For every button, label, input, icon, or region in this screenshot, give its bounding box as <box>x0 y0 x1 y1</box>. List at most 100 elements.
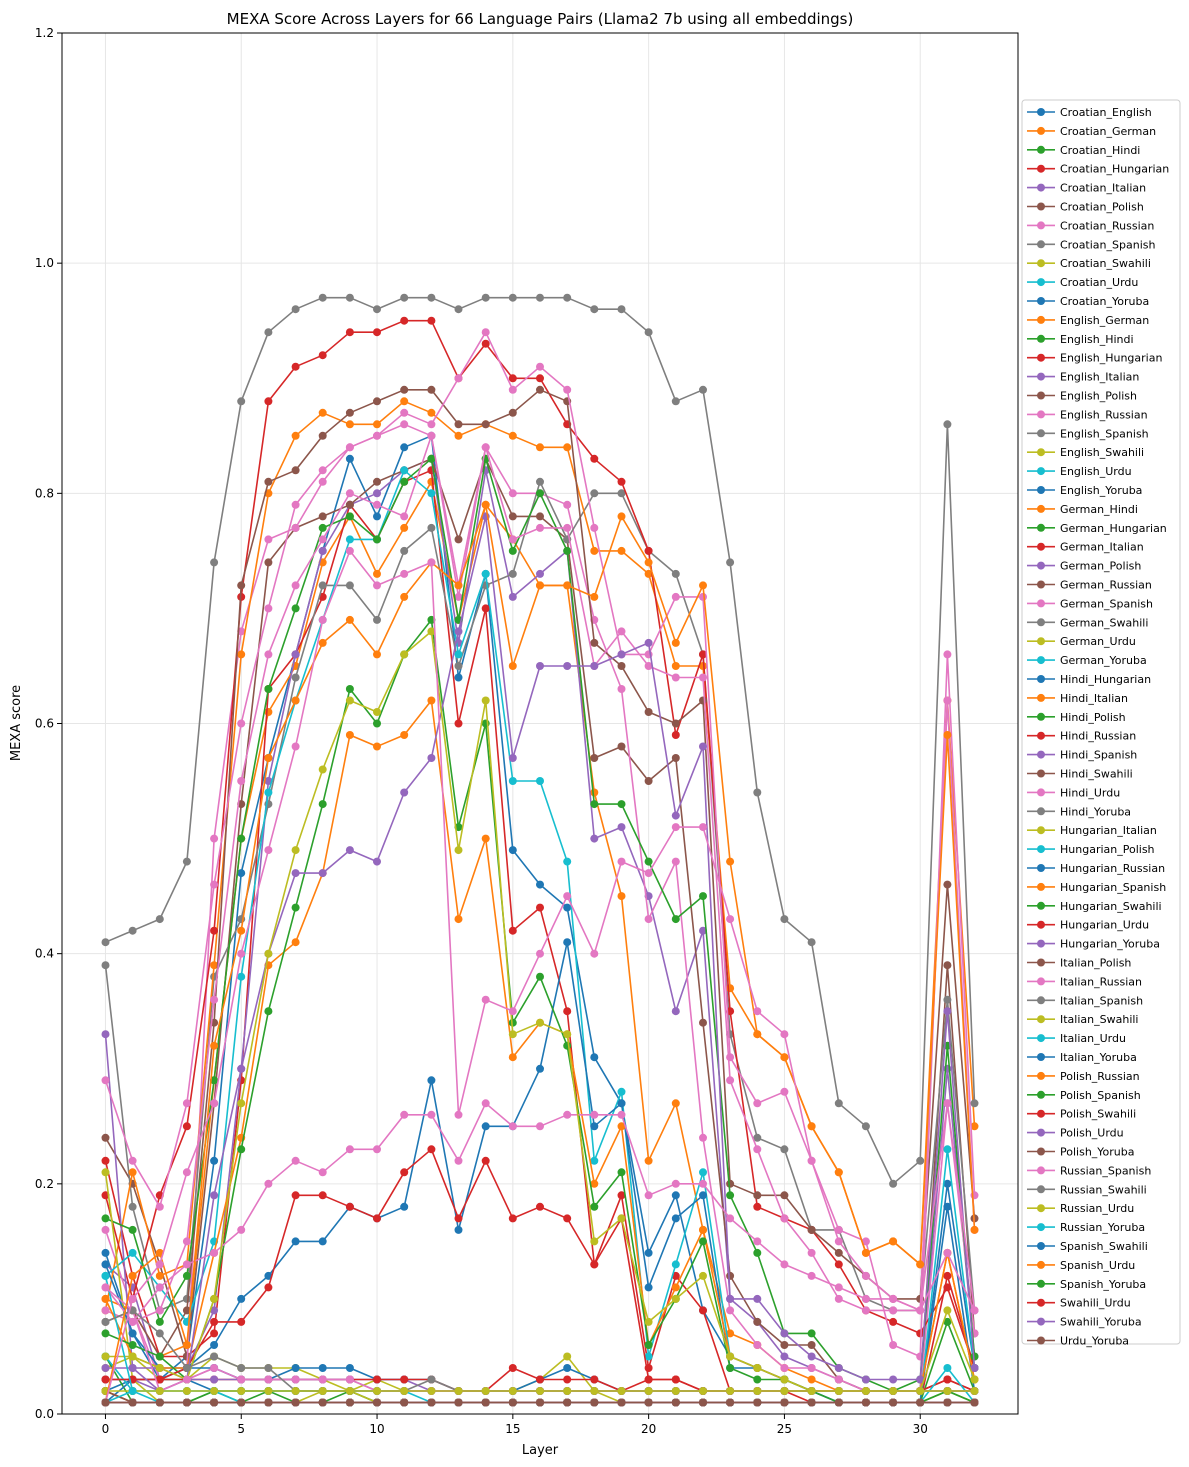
data-point <box>590 638 599 647</box>
data-point <box>861 1122 870 1131</box>
data-point <box>563 662 572 670</box>
data-point <box>617 857 626 866</box>
data-point <box>508 1387 517 1395</box>
data-point <box>753 1099 762 1108</box>
legend-label: Hindi_Yoruba <box>1060 805 1131 818</box>
data-point <box>671 1179 680 1188</box>
data-point <box>400 443 409 452</box>
legend-entry: Swahili_Urdu <box>1027 1297 1131 1310</box>
data-point <box>590 1053 599 1062</box>
legend-label: Croatian_English <box>1060 106 1152 119</box>
data-point <box>536 777 544 785</box>
legend-label: Croatian_Yoruba <box>1060 295 1149 308</box>
data-point <box>508 1030 517 1039</box>
data-point <box>182 1260 191 1269</box>
data-point <box>373 708 381 716</box>
data-point <box>481 1122 490 1131</box>
data-point <box>182 1271 191 1280</box>
data-point <box>671 731 680 739</box>
data-point <box>400 385 409 394</box>
data-point <box>943 1387 952 1395</box>
data-point <box>454 431 463 440</box>
data-point <box>237 1294 246 1303</box>
data-point <box>427 420 436 429</box>
data-point <box>481 339 490 348</box>
legend-entry: Croatian_Hungarian <box>1027 163 1169 176</box>
data-point <box>400 1387 409 1395</box>
legend-label: English_Spanish <box>1060 427 1149 440</box>
data-point <box>590 1110 599 1119</box>
data-point <box>617 823 626 832</box>
data-point <box>590 305 599 314</box>
data-point <box>590 800 599 809</box>
data-point <box>264 1387 273 1395</box>
data-point <box>400 293 409 302</box>
data-point <box>671 1099 680 1108</box>
legend-label: Hindi_Polish <box>1060 711 1126 724</box>
data-point <box>726 1306 735 1315</box>
data-point <box>617 1087 626 1096</box>
data-point <box>508 408 517 417</box>
legend-entry: Croatian_Hindi <box>1027 144 1140 157</box>
data-point <box>264 558 273 567</box>
data-point <box>318 1168 327 1177</box>
data-point <box>508 777 517 785</box>
data-point <box>427 1398 436 1407</box>
data-point <box>617 1398 626 1407</box>
legend-marker <box>1037 1147 1045 1156</box>
data-point <box>699 662 707 670</box>
data-point <box>400 523 409 532</box>
data-point <box>508 1007 517 1016</box>
legend-entry: Russian_Swahili <box>1027 1183 1147 1196</box>
legend-entry: Italian_Yoruba <box>1027 1051 1137 1064</box>
x-tick-label: 10 <box>369 1422 384 1436</box>
data-point <box>454 1225 463 1234</box>
data-point <box>617 685 626 693</box>
data-point <box>210 834 219 843</box>
data-point <box>128 1294 137 1303</box>
data-point <box>644 777 653 785</box>
data-point <box>155 1352 164 1361</box>
legend-label: Polish_Spanish <box>1060 1089 1141 1102</box>
legend-label: Croatian_Hindi <box>1060 144 1140 157</box>
data-point <box>753 1387 762 1395</box>
data-point <box>671 1007 680 1016</box>
data-point <box>699 1225 707 1234</box>
data-point <box>536 374 544 383</box>
legend-label: Polish_Yoruba <box>1060 1146 1135 1159</box>
data-point <box>536 1064 544 1073</box>
data-point <box>861 1237 870 1246</box>
legend-label: Urdu_Yoruba <box>1060 1335 1129 1348</box>
data-point <box>318 512 327 521</box>
legend-label: Hungarian_Swahili <box>1060 900 1162 913</box>
data-point <box>264 535 273 544</box>
data-point <box>943 1099 952 1108</box>
data-point <box>889 1375 898 1384</box>
data-point <box>644 915 653 924</box>
data-point <box>345 685 354 693</box>
data-point <box>400 1202 409 1211</box>
data-point <box>454 662 463 670</box>
data-point <box>563 892 572 901</box>
data-point <box>970 1375 979 1384</box>
data-point <box>671 1398 680 1407</box>
data-point <box>318 546 327 555</box>
data-point <box>128 1225 137 1234</box>
legend-entry: Polish_Russian <box>1027 1070 1140 1083</box>
data-point <box>699 1168 707 1177</box>
data-point <box>726 1294 735 1303</box>
data-point <box>318 466 327 475</box>
data-point <box>427 627 436 636</box>
data-point <box>699 673 707 682</box>
data-point <box>943 696 952 705</box>
data-point <box>264 708 273 716</box>
data-point <box>699 1271 707 1280</box>
legend-entry: Croatian_Urdu <box>1027 276 1138 289</box>
legend-entry: Hungarian_Urdu <box>1027 919 1149 932</box>
data-point <box>671 1283 680 1292</box>
legend-marker <box>1037 1053 1045 1061</box>
data-point <box>889 1341 898 1349</box>
data-point <box>101 1076 110 1085</box>
data-point <box>182 1306 191 1315</box>
data-point <box>508 293 517 302</box>
